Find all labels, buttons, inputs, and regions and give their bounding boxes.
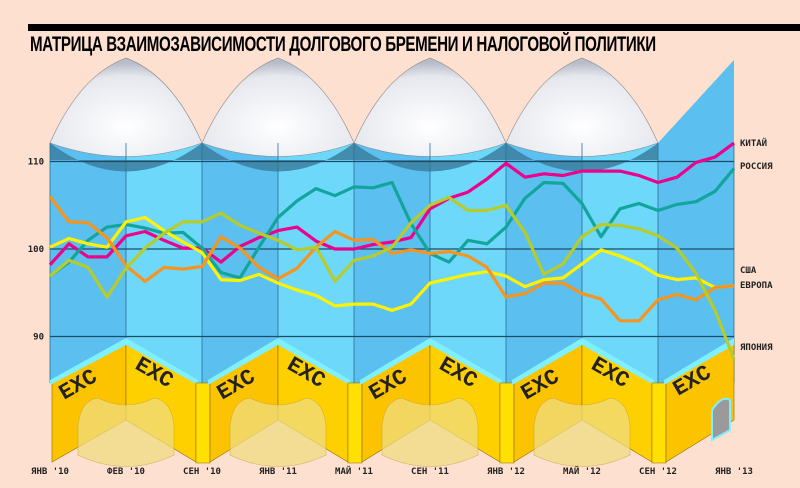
dome-shadow xyxy=(506,143,658,172)
top-rule xyxy=(28,24,800,31)
sky-panel xyxy=(126,143,202,383)
pillar xyxy=(195,382,211,464)
wall-top-edge xyxy=(664,338,734,385)
cloud-dome xyxy=(49,57,203,157)
series-label: ЕВРОПА xyxy=(740,281,773,291)
series-line-ЯПОНИЯ xyxy=(48,195,736,360)
series-label: РОССИЯ xyxy=(740,162,773,172)
dome-shadow xyxy=(202,143,354,172)
dome-shadow xyxy=(354,143,506,172)
series-line-США xyxy=(49,215,735,312)
archway xyxy=(533,397,631,467)
x-tick-label: ЯНВ '10 xyxy=(31,467,69,477)
sky-panel xyxy=(430,143,506,383)
cloud-dome xyxy=(353,57,507,157)
x-tick-label: СЕН '10 xyxy=(183,467,221,477)
x-tick-label: МАЙ '12 xyxy=(563,465,601,477)
y-tick-label: 90 xyxy=(33,333,44,343)
doorway xyxy=(711,397,731,442)
pillar xyxy=(347,382,363,464)
x-tick-label: ФЕВ '10 xyxy=(107,467,145,477)
series-label: США xyxy=(740,266,757,276)
chart-title: МАТРИЦА ВЗАИМОЗАВИСИМОСТИ ДОЛГОВОГО БРЕМ… xyxy=(30,33,656,56)
x-tick-label: МАЙ '11 xyxy=(335,465,373,477)
series-label: ЯПОНИЯ xyxy=(740,343,773,353)
y-tick-label: 110 xyxy=(28,158,44,168)
archway xyxy=(229,397,327,467)
sky-panel-top xyxy=(658,60,734,143)
x-tick-label: СЕН '11 xyxy=(411,467,449,477)
x-tick-label: ЯНВ '11 xyxy=(259,467,297,477)
x-tick-label: ЯНВ '12 xyxy=(487,467,525,477)
series-line-КИТАЙ xyxy=(48,141,735,266)
sky-panel xyxy=(50,143,126,383)
series-line-ЕВРОПА xyxy=(48,195,735,323)
dome-shadow xyxy=(50,143,202,172)
pillar xyxy=(651,382,667,464)
series-label: КИТАЙ xyxy=(740,137,767,149)
x-tick-label: ЯНВ '13 xyxy=(715,467,753,477)
sky-panel xyxy=(278,143,354,383)
sky-panel xyxy=(582,143,658,383)
archway xyxy=(381,397,479,467)
x-tick-label: СЕН '12 xyxy=(639,467,677,477)
cloud-dome xyxy=(505,57,659,157)
pillar xyxy=(499,382,515,464)
archway xyxy=(77,397,175,467)
y-tick-label: 100 xyxy=(28,245,44,255)
cloud-dome xyxy=(201,57,355,157)
